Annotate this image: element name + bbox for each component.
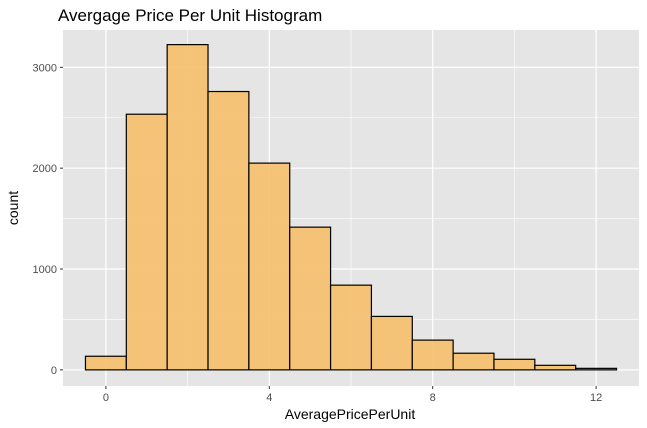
y-tick-label: 0 <box>51 365 57 377</box>
x-axis: 0 4 8 12 <box>103 386 602 404</box>
y-axis-title: count <box>5 191 21 225</box>
histogram-bars <box>84 44 618 371</box>
y-tick-label: 3000 <box>33 62 57 74</box>
histogram-bar <box>166 44 209 371</box>
y-axis: 0 1000 2000 3000 <box>33 62 63 377</box>
histogram-bar <box>370 315 413 371</box>
histogram-bar <box>329 284 373 371</box>
y-tick-label: 1000 <box>33 264 57 276</box>
histogram-bar <box>575 367 618 371</box>
x-tick-label: 12 <box>590 392 602 404</box>
x-axis-title: AveragePricePerUnit <box>285 406 416 422</box>
histogram-bar <box>207 90 250 371</box>
y-tick-label: 2000 <box>33 163 57 175</box>
histogram-bar <box>289 226 332 371</box>
x-tick-label: 4 <box>266 392 272 404</box>
histogram-bar <box>452 352 495 371</box>
x-tick-label: 8 <box>430 392 436 404</box>
x-tick-label: 0 <box>103 392 109 404</box>
histogram-bar <box>411 339 454 371</box>
histogram-bar <box>534 364 577 371</box>
histogram-bar <box>84 355 127 371</box>
histogram-bar <box>493 358 536 371</box>
chart-title: Avergage Price Per Unit Histogram <box>58 6 322 25</box>
histogram-bar <box>248 162 291 371</box>
histogram-bar <box>125 113 168 371</box>
